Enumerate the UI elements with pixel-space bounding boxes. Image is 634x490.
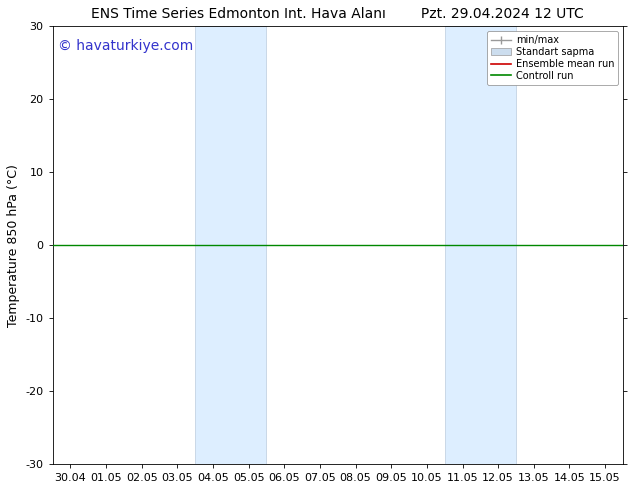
Text: © havaturkiye.com: © havaturkiye.com bbox=[58, 39, 193, 53]
Y-axis label: Temperature 850 hPa (°C): Temperature 850 hPa (°C) bbox=[7, 164, 20, 327]
Bar bbox=[444, 26, 516, 464]
Title: ENS Time Series Edmonton Int. Hava Alanı        Pzt. 29.04.2024 12 UTC: ENS Time Series Edmonton Int. Hava Alanı… bbox=[91, 7, 584, 21]
Bar bbox=[195, 26, 266, 464]
Legend: min/max, Standart sapma, Ensemble mean run, Controll run: min/max, Standart sapma, Ensemble mean r… bbox=[488, 31, 618, 85]
